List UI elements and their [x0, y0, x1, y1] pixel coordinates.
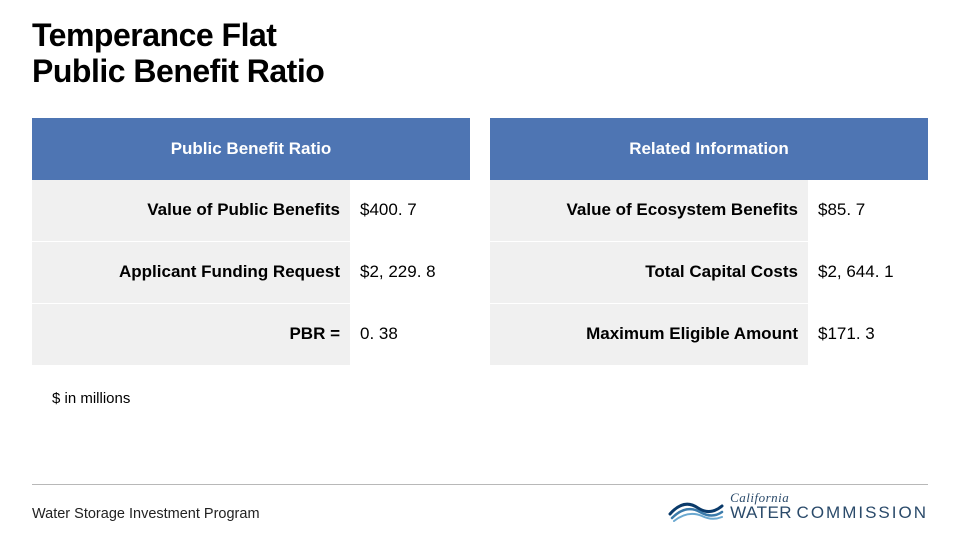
row-label: Total Capital Costs: [490, 242, 808, 303]
table-row: Maximum Eligible Amount $171. 3: [490, 304, 928, 366]
footer-program-text: Water Storage Investment Program: [32, 506, 260, 522]
right-panel: Related Information Value of Ecosystem B…: [490, 118, 928, 366]
row-value: $171. 3: [808, 304, 928, 365]
left-panel: Public Benefit Ratio Value of Public Ben…: [32, 118, 470, 366]
row-label: Value of Public Benefits: [32, 180, 350, 241]
table-row: Total Capital Costs $2, 644. 1: [490, 242, 928, 304]
table-row: Applicant Funding Request $2, 229. 8: [32, 242, 470, 304]
tables-container: Public Benefit Ratio Value of Public Ben…: [32, 118, 928, 366]
slide-title: Temperance Flat Public Benefit Ratio: [32, 18, 928, 90]
title-line-2: Public Benefit Ratio: [32, 53, 324, 89]
wave-icon: [668, 492, 724, 522]
cwc-logo: California WATER COMMISSION: [668, 491, 928, 522]
right-panel-header: Related Information: [490, 118, 928, 180]
logo-text-mid: WATER: [730, 503, 792, 522]
logo-text: California WATER COMMISSION: [730, 491, 928, 522]
slide-footer: Water Storage Investment Program Califor…: [32, 484, 928, 522]
row-value: $2, 644. 1: [808, 242, 928, 303]
row-label: Value of Ecosystem Benefits: [490, 180, 808, 241]
units-note: $ in millions: [52, 390, 928, 407]
table-row: Value of Ecosystem Benefits $85. 7: [490, 180, 928, 242]
row-value: $85. 7: [808, 180, 928, 241]
row-label: Applicant Funding Request: [32, 242, 350, 303]
left-panel-header: Public Benefit Ratio: [32, 118, 470, 180]
row-value: 0. 38: [350, 304, 470, 365]
title-line-1: Temperance Flat: [32, 17, 276, 53]
table-row: Value of Public Benefits $400. 7: [32, 180, 470, 242]
logo-text-bot: COMMISSION: [797, 503, 928, 522]
row-label: Maximum Eligible Amount: [490, 304, 808, 365]
row-value: $2, 229. 8: [350, 242, 470, 303]
table-row: PBR = 0. 38: [32, 304, 470, 366]
row-label: PBR =: [32, 304, 350, 365]
row-value: $400. 7: [350, 180, 470, 241]
